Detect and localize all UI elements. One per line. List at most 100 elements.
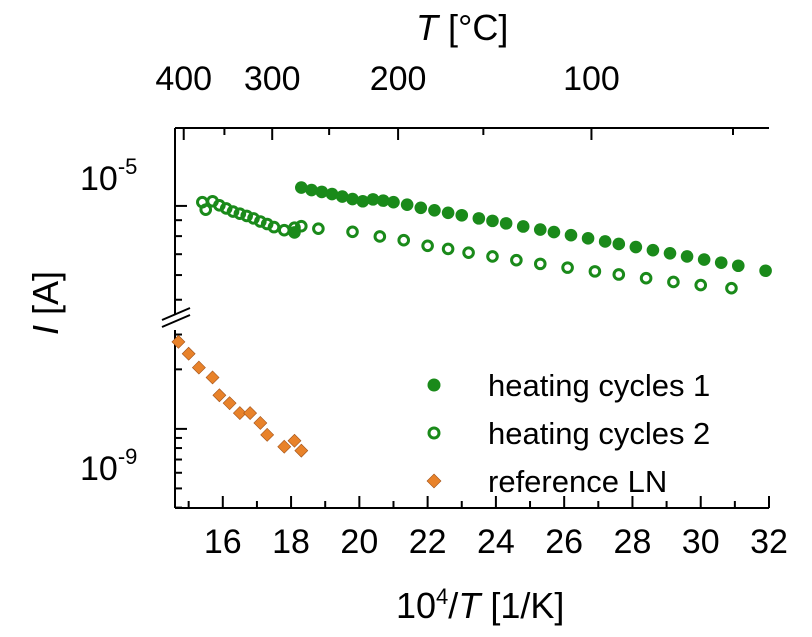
- x-tick-label: 28: [614, 523, 652, 561]
- point-heating-cycles-1: [376, 194, 390, 207]
- x-axis-title: 104/T [1/K]: [396, 584, 564, 626]
- legend-marker-reference-ln: [426, 473, 442, 489]
- point-heating-cycles-2: [277, 223, 291, 237]
- point-heating-cycles-1: [516, 220, 530, 233]
- point-reference-ln: [205, 370, 220, 385]
- top-tick-label: 100: [563, 60, 620, 98]
- top-x-ticks: 400 300 200 100: [155, 60, 734, 140]
- point-heating-cycles-1: [612, 237, 626, 251]
- point-heating-cycles-2: [373, 230, 387, 243]
- point-heating-cycles-1: [441, 206, 455, 220]
- point-heating-cycles-2: [533, 257, 547, 271]
- x-tick-label: 26: [545, 523, 583, 561]
- top-tick-label: 300: [244, 60, 301, 98]
- point-reference-ln: [287, 433, 302, 448]
- point-heating-cycles-1: [472, 212, 486, 225]
- point-reference-ln: [294, 443, 309, 458]
- point-heating-cycles-2: [312, 222, 325, 235]
- point-reference-ln: [171, 334, 186, 349]
- point-heating-cycles-2: [462, 246, 475, 259]
- x-tick-label: 24: [477, 523, 515, 561]
- point-heating-cycles-2: [561, 261, 574, 274]
- top-x-axis-title: T [°C]: [416, 7, 508, 48]
- point-heating-cycles-1: [486, 214, 499, 228]
- y-tick-label-lower: 10-9: [80, 444, 137, 488]
- point-heating-cycles-1: [335, 190, 349, 203]
- x-tick-label: 22: [409, 523, 447, 561]
- x-tick-label: 30: [682, 523, 720, 561]
- point-heating-cycles-2: [295, 219, 308, 233]
- point-heating-cycles-2: [233, 207, 247, 221]
- point-reference-ln: [212, 388, 227, 403]
- point-heating-cycles-2: [639, 271, 653, 285]
- point-heating-cycles-1: [499, 217, 513, 230]
- point-heating-cycles-2: [588, 265, 602, 278]
- point-heating-cycles-2: [199, 203, 213, 216]
- point-heating-cycles-2: [226, 205, 240, 218]
- point-heating-cycles-2: [240, 209, 253, 223]
- point-heating-cycles-1: [547, 225, 561, 239]
- point-heating-cycles-1: [533, 223, 547, 236]
- point-heating-cycles-2: [667, 275, 680, 289]
- point-heating-cycles-1: [759, 264, 772, 278]
- plot-frame: [174, 127, 769, 509]
- y-axis-title: I [A]: [25, 271, 66, 335]
- axis-break-marks: [161, 307, 191, 328]
- point-heating-cycles-2: [397, 233, 411, 247]
- point-heating-cycles-1: [646, 243, 660, 257]
- point-reference-ln: [222, 396, 237, 411]
- point-heating-cycles-1: [731, 259, 745, 273]
- point-heating-cycles-1: [455, 208, 469, 222]
- point-reference-ln: [253, 416, 268, 430]
- legend: heating cycles 1 heating cycles 2 refere…: [426, 368, 710, 499]
- point-heating-cycles-1: [581, 232, 595, 245]
- point-reference-ln: [243, 406, 258, 420]
- x-tick-label: 18: [272, 523, 310, 561]
- data-points: [171, 181, 772, 458]
- point-heating-cycles-1: [663, 246, 677, 260]
- point-heating-cycles-1: [564, 228, 578, 242]
- point-heating-cycles-2: [510, 253, 523, 267]
- point-heating-cycles-2: [486, 250, 499, 263]
- point-heating-cycles-1: [400, 198, 414, 211]
- point-reference-ln: [191, 360, 206, 375]
- bottom-x-ticks: 16 18 20 22 24 26 28 30 32: [187, 496, 788, 561]
- top-tick-label: 200: [370, 60, 427, 98]
- point-heating-cycles-1: [346, 192, 359, 206]
- x-tick-label: 16: [204, 523, 242, 561]
- point-heating-cycles-1: [305, 183, 318, 197]
- point-heating-cycles-2: [254, 215, 267, 228]
- point-heating-cycles-1: [366, 193, 380, 206]
- point-reference-ln: [277, 439, 292, 454]
- point-heating-cycles-2: [694, 278, 708, 292]
- point-reference-ln: [181, 346, 196, 361]
- top-tick-label: 400: [155, 60, 212, 98]
- point-heating-cycles-1: [680, 250, 694, 263]
- y-tick-label-upper: 10-5: [80, 154, 137, 198]
- point-heating-cycles-2: [267, 220, 281, 234]
- point-heating-cycles-1: [315, 185, 329, 199]
- point-heating-cycles-2: [288, 221, 301, 235]
- point-heating-cycles-1: [295, 181, 308, 194]
- point-heating-cycles-1: [387, 195, 400, 209]
- legend-marker-heating-cycles-1: [427, 378, 441, 392]
- legend-label-reference-ln: reference LN: [488, 464, 667, 499]
- point-heating-cycles-1: [598, 235, 612, 248]
- point-heating-cycles-1: [325, 187, 339, 201]
- point-heating-cycles-1: [428, 203, 441, 217]
- x-tick-label: 20: [340, 523, 378, 561]
- point-heating-cycles-2: [346, 225, 359, 239]
- point-heating-cycles-2: [725, 281, 738, 295]
- legend-label-heating-cycles-2: heating cycles 2: [488, 416, 710, 451]
- legend-label-heating-cycles-1: heating cycles 1: [488, 368, 710, 403]
- point-heating-cycles-1: [714, 256, 728, 269]
- point-reference-ln: [232, 406, 247, 420]
- point-heating-cycles-1: [356, 194, 370, 208]
- legend-marker-heating-cycles-2: [427, 426, 441, 440]
- point-heating-cycles-1: [629, 240, 643, 254]
- point-heating-cycles-2: [421, 239, 434, 253]
- point-heating-cycles-2: [612, 268, 626, 281]
- x-tick-label: 32: [750, 523, 788, 561]
- left-y-ticks: [175, 204, 187, 509]
